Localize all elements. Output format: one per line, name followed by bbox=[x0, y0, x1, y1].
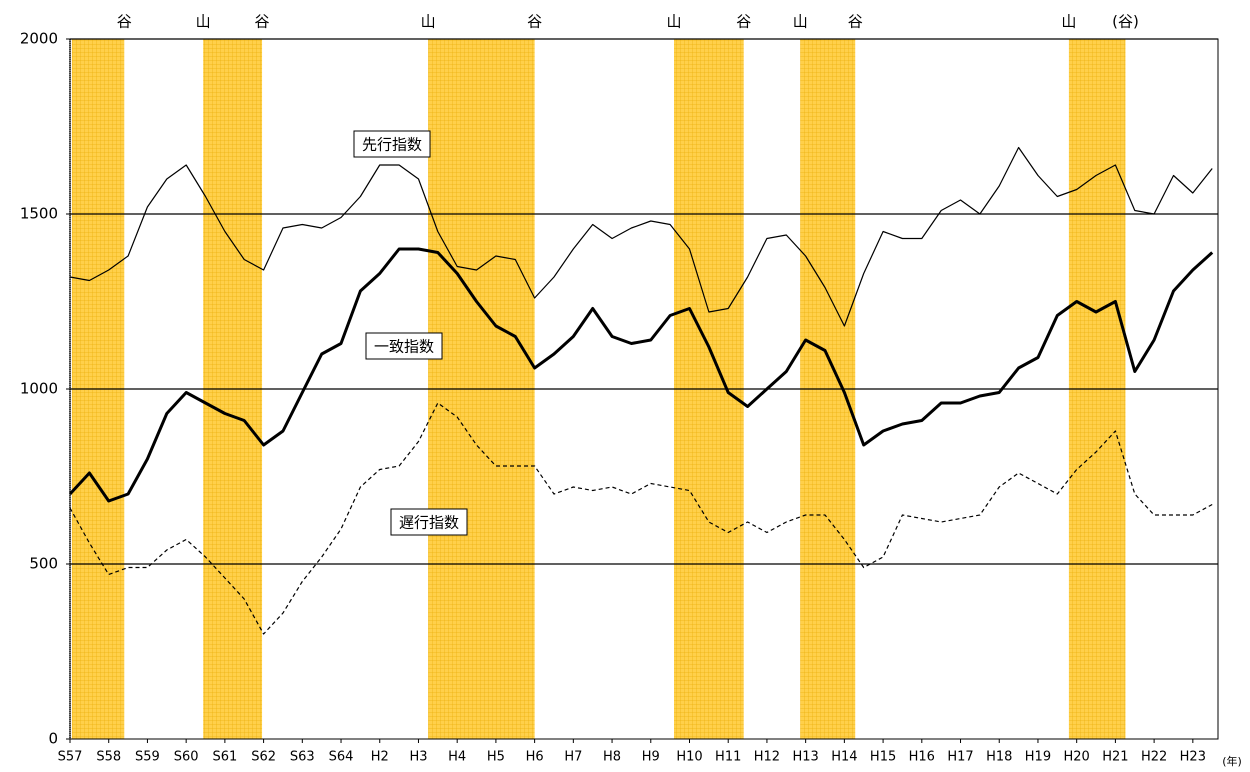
turning-point-label: 山 bbox=[793, 13, 808, 31]
series-annotation: 遅行指数 bbox=[399, 514, 459, 532]
y-tick-label: 0 bbox=[48, 730, 58, 748]
series-annotation-box bbox=[353, 130, 431, 158]
turning-point-label: 谷 bbox=[117, 13, 132, 31]
turning-point-label: 山 bbox=[421, 13, 436, 31]
turning-point-label: 谷 bbox=[736, 13, 751, 31]
series-annotation-box bbox=[365, 332, 443, 360]
x-tick-label: H19 bbox=[1025, 750, 1051, 765]
x-tick-label: S63 bbox=[290, 750, 315, 765]
lines bbox=[68, 146, 1214, 635]
turning-point-label: (谷) bbox=[1112, 13, 1139, 31]
x-tick-label: H22 bbox=[1141, 750, 1167, 765]
x-tick-label: H14 bbox=[831, 750, 857, 765]
series-line bbox=[69, 402, 1213, 635]
x-tick-label: S64 bbox=[329, 750, 354, 765]
series-line bbox=[69, 146, 1213, 327]
series-annotation: 一致指数 bbox=[374, 338, 434, 356]
x-tick-label: H10 bbox=[676, 750, 702, 765]
turning-point-label: 谷 bbox=[848, 13, 863, 31]
x-tick-label: H2 bbox=[371, 750, 389, 765]
x-tick-label: S57 bbox=[58, 750, 83, 765]
x-tick-label: H23 bbox=[1180, 750, 1206, 765]
x-tick-label: H5 bbox=[487, 750, 505, 765]
x-tick-label: H16 bbox=[909, 750, 935, 765]
x-tick-label: H20 bbox=[1064, 750, 1090, 765]
y-tick-label: 500 bbox=[29, 555, 58, 573]
turning-point-label: 谷 bbox=[255, 13, 270, 31]
x-unit: (年) bbox=[1222, 754, 1242, 768]
turning-point-label: 山 bbox=[196, 13, 211, 31]
x-tick-label: H21 bbox=[1102, 750, 1128, 765]
series-annotation: 先行指数 bbox=[362, 136, 422, 154]
x-tick-label: H8 bbox=[603, 750, 621, 765]
x-tick-label: H13 bbox=[792, 750, 818, 765]
labels: 谷 山 谷 山 谷 山 谷 山 谷 山 (谷) 0 500 1000 1500 2000 S57 S58 S59 S6… bbox=[20, 13, 1242, 769]
x-tick-label: H12 bbox=[754, 750, 780, 765]
y-tick-label: 2000 bbox=[20, 30, 58, 48]
y-tick-label: 1000 bbox=[20, 380, 58, 398]
x-tick-label: S61 bbox=[212, 750, 237, 765]
series-annotation-box bbox=[390, 508, 468, 536]
x-tick-label: H6 bbox=[526, 750, 544, 765]
x-tick-label: H7 bbox=[564, 750, 582, 765]
x-tick-label: H15 bbox=[870, 750, 896, 765]
x-tick-label: S62 bbox=[251, 750, 276, 765]
turning-point-label: 山 bbox=[666, 13, 681, 31]
x-tick-label: H18 bbox=[986, 750, 1012, 765]
x-tick-label: H11 bbox=[715, 750, 741, 765]
turning-point-label: 山 bbox=[1061, 13, 1076, 31]
x-tick-label: S58 bbox=[96, 750, 121, 765]
x-tick-label: S60 bbox=[174, 750, 199, 765]
x-tick-label: H3 bbox=[409, 750, 427, 765]
x-tick-label: H9 bbox=[642, 750, 660, 765]
turning-point-label: 谷 bbox=[527, 13, 542, 31]
x-tick-label: H17 bbox=[947, 750, 973, 765]
x-tick-label: H4 bbox=[448, 750, 466, 765]
grid bbox=[66, 38, 1219, 743]
x-tick-label: S59 bbox=[135, 750, 160, 765]
y-tick-label: 1500 bbox=[20, 205, 58, 223]
series-line bbox=[68, 247, 1214, 503]
